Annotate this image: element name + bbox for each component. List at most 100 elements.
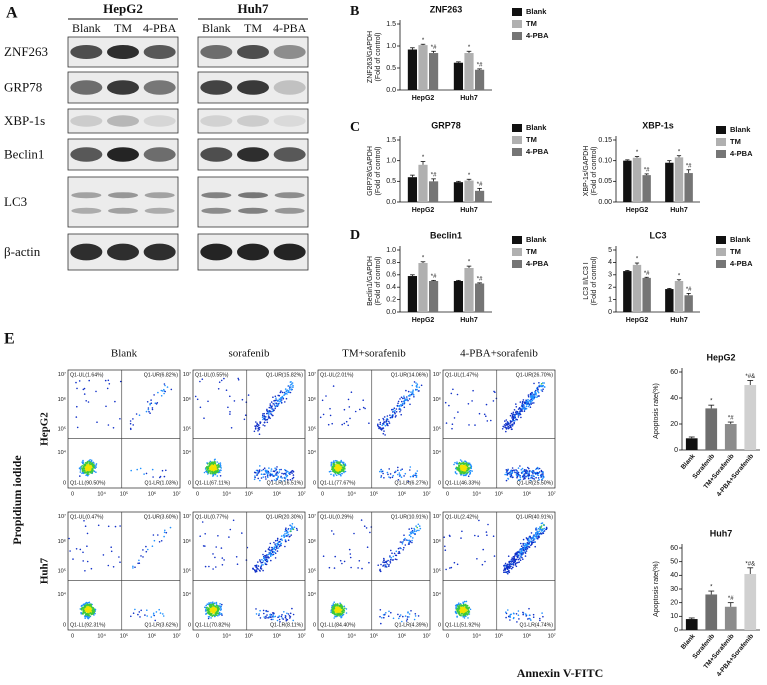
y-axis-label: XBP-1s/GAPDH [583,146,590,197]
event-dot [82,604,84,606]
event-dot [341,604,343,606]
event-dot [528,538,530,540]
event-dot [482,549,484,551]
event-dot [457,564,459,566]
event-dot [505,565,507,567]
event-dot [415,382,417,384]
event-dot [209,470,211,472]
event-dot [91,568,93,570]
flow-x-tick-label: 10⁶ [523,632,531,639]
event-dot [409,541,411,543]
event-dot [468,611,470,613]
event-dot [403,395,405,397]
flow-x-tick-label: 10⁵ [495,632,503,639]
event-dot [516,474,518,476]
bar [684,295,692,312]
event-dot [471,470,473,472]
y-tick-label: 0.00 [598,199,612,206]
event-dot [464,475,466,477]
flow-x-tick-label: 10⁵ [120,632,128,639]
event-dot [490,420,492,422]
column-title: sorafenib [229,348,270,360]
event-dot [524,410,526,412]
event-dot [336,470,338,472]
protein-label: XBP-1s [4,113,45,128]
y-axis-label: LC3 II/LC3 I [583,262,590,299]
x-tick-label: Huh7 [460,95,478,102]
event-dot [292,385,294,387]
event-dot [412,385,414,387]
y-tick-label: 30 [670,586,678,593]
event-dot [255,608,257,610]
event-dot [228,536,230,538]
event-dot [411,542,413,544]
event-dot [464,617,466,619]
flow-y-tick-label: 10⁴ [58,449,67,456]
event-dot [344,606,346,608]
event-dot [86,616,88,618]
event-dot [351,391,353,393]
event-dot [377,425,379,427]
bar [725,607,737,630]
panel-label: E [4,331,15,348]
event-dot [342,610,344,612]
event-dot [275,545,277,547]
event-dot [379,616,381,618]
legend-swatch [512,236,522,244]
event-dot [397,470,399,472]
flow-y-tick-label: 10⁵ [433,425,441,432]
event-dot [509,615,511,617]
event-dot [338,465,340,467]
event-dot [87,462,89,464]
event-dot [544,530,546,532]
event-dot [144,614,146,616]
event-dot [535,390,537,392]
event-dot [410,532,412,534]
event-dot [383,430,385,432]
event-dot [461,613,463,615]
event-dot [279,546,281,548]
event-dot [530,619,532,621]
event-dot [83,389,85,391]
event-dot [387,425,389,427]
event-dot [396,559,398,561]
event-dot [276,403,278,405]
event-dot [519,558,521,560]
event-dot [256,567,258,569]
event-dot [466,610,468,612]
event-dot [522,543,524,545]
blot-band [108,208,138,214]
event-dot [269,407,271,409]
event-dot [291,389,293,391]
blot-band [274,244,306,261]
event-dot [341,606,343,608]
event-dot [221,613,223,615]
event-dot [238,379,240,381]
event-dot [277,540,279,542]
event-dot [380,422,382,424]
event-dot [259,570,261,572]
event-dot [533,614,535,616]
event-dot [414,619,416,621]
event-dot [267,556,269,558]
event-dot [530,393,532,395]
event-dot [463,608,465,610]
event-dot [332,612,334,614]
legend-label: TM [526,247,537,256]
quadrant-label: Q1-UR(6.82%) [144,372,179,378]
event-dot [486,534,488,536]
event-dot [407,540,409,542]
blot-band [107,147,139,162]
legend-label: TM [526,19,537,28]
event-dot [399,398,401,400]
event-dot [409,613,411,615]
event-dot [325,395,327,397]
event-dot [457,605,459,607]
event-dot [458,470,460,472]
event-dot [525,615,527,617]
lane-label: Blank [202,21,231,35]
event-dot [368,562,370,564]
event-dot [206,607,208,609]
bar [744,574,756,630]
event-dot [278,400,280,402]
